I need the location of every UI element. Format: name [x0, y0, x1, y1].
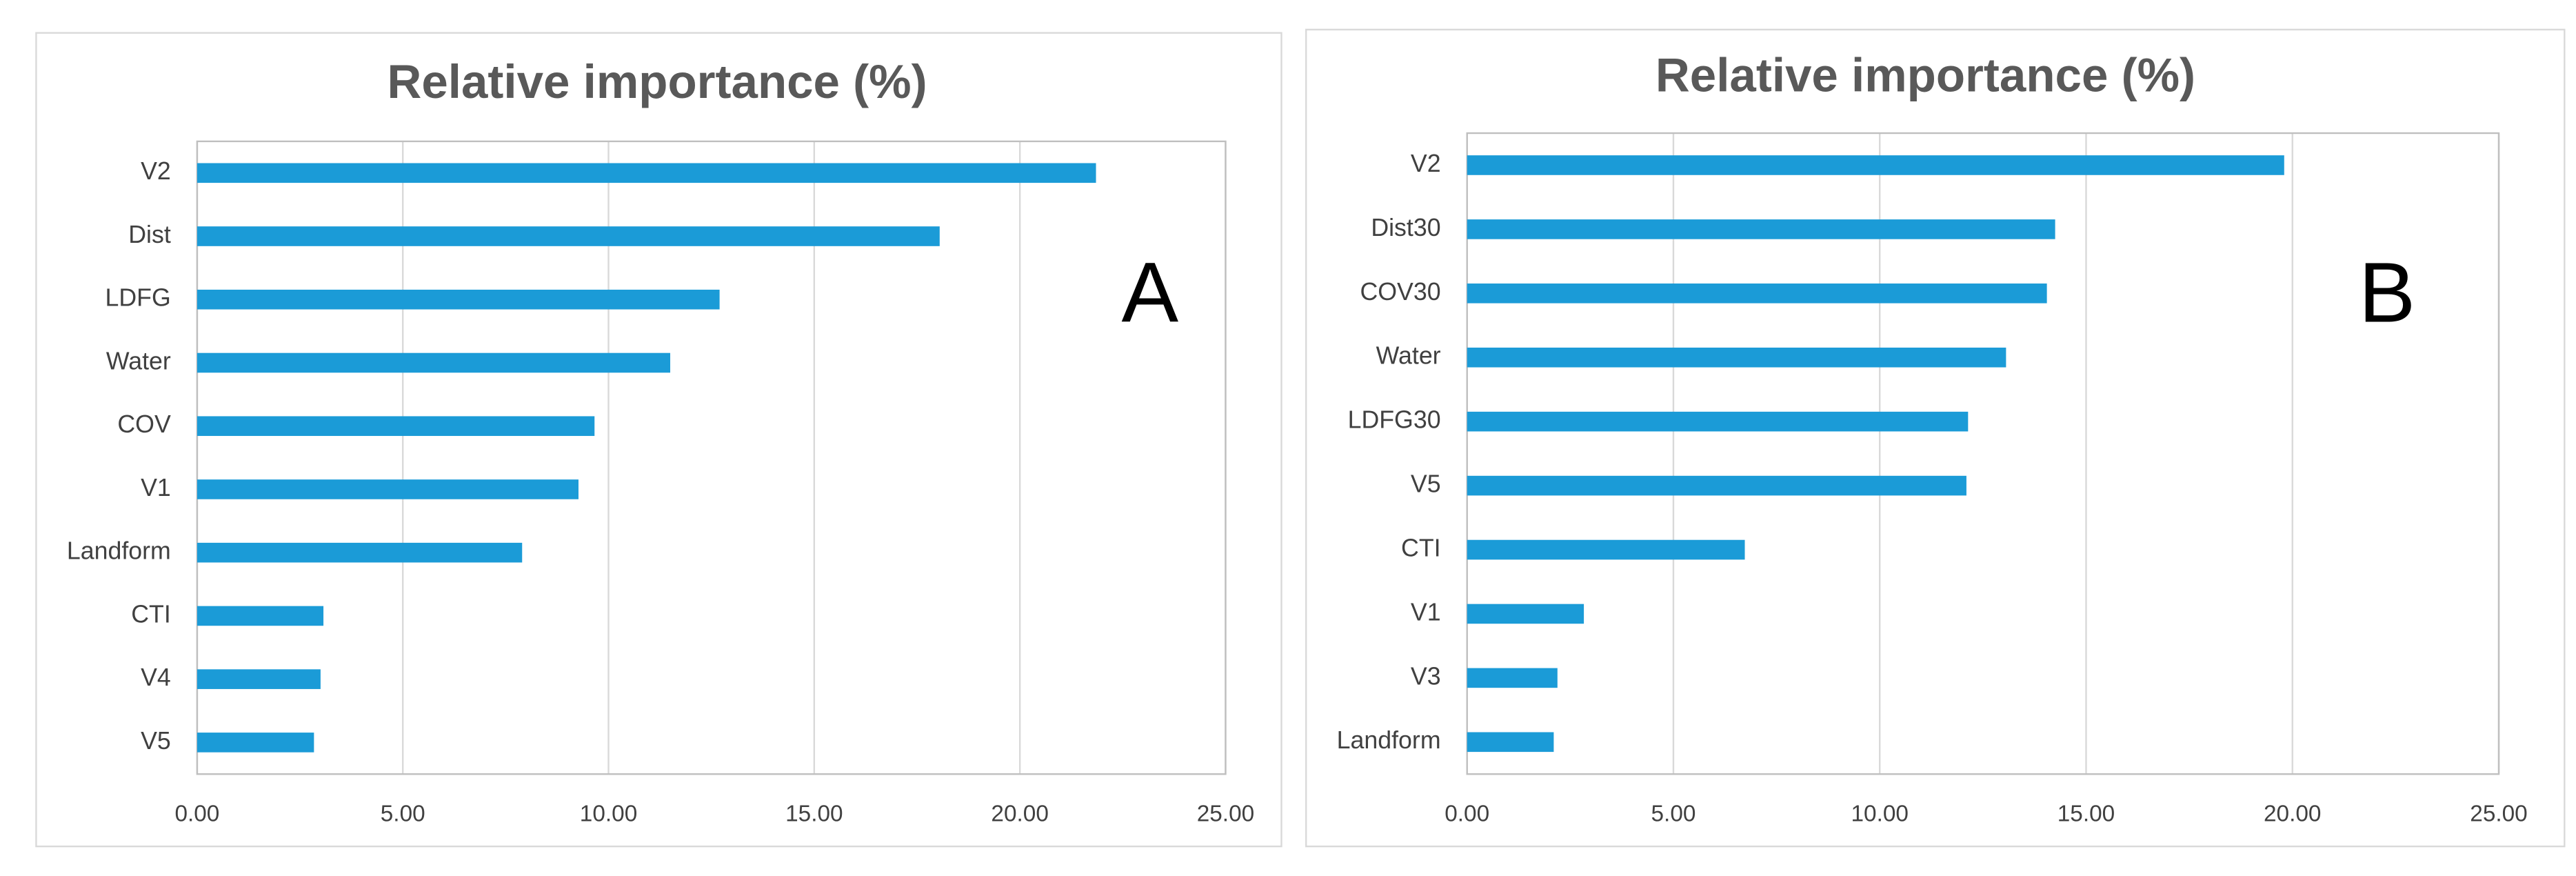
x-tick-label: 5.00 — [1651, 802, 1696, 827]
y-tick-label: COV30 — [1360, 278, 1440, 306]
y-tick-label: V2 — [141, 157, 171, 185]
x-tick-label: 5.00 — [381, 802, 425, 827]
bar — [197, 226, 940, 246]
x-tick-label: 25.00 — [1197, 802, 1254, 827]
y-tick-label: V4 — [141, 664, 171, 691]
y-tick-label: Landform — [1337, 726, 1441, 754]
x-tick-label: 0.00 — [1445, 802, 1489, 827]
x-tick-label: 15.00 — [2057, 802, 2115, 827]
y-tick-label: Landform — [67, 537, 171, 565]
chart-title: Relative importance (%) — [1656, 48, 2195, 102]
bar — [1467, 219, 2055, 239]
bar — [1467, 283, 2047, 303]
y-tick-label: Water — [106, 347, 171, 375]
bar — [197, 352, 671, 373]
bar — [197, 669, 321, 689]
x-tick-label: 20.00 — [991, 802, 1048, 827]
bar — [197, 163, 1096, 183]
x-tick-label: 10.00 — [580, 802, 637, 827]
bar — [1467, 539, 1745, 560]
bar — [1467, 604, 1584, 624]
y-tick-label: V3 — [1411, 662, 1441, 690]
panel-letter: A — [1122, 245, 1179, 340]
bar — [197, 606, 324, 626]
y-tick-label: V2 — [1411, 150, 1441, 177]
y-tick-label: V5 — [1411, 470, 1441, 498]
bar — [197, 479, 578, 499]
panel-frame — [1305, 28, 2566, 848]
panel-letter: B — [2359, 245, 2416, 340]
bar — [1467, 347, 2006, 368]
bar — [197, 289, 720, 310]
bar — [1467, 475, 1966, 496]
x-tick-label: 0.00 — [174, 802, 219, 827]
y-tick-label: CTI — [1401, 534, 1441, 561]
y-tick-label: Water — [1376, 342, 1441, 370]
y-tick-label: Dist30 — [1371, 214, 1440, 241]
bar — [197, 542, 523, 563]
x-tick-label: 25.00 — [2470, 802, 2527, 827]
plot-frame — [1466, 132, 2500, 775]
plot-frame — [196, 140, 1227, 775]
chart-title: Relative importance (%) — [388, 54, 927, 108]
y-tick-label: CTI — [131, 600, 171, 628]
x-tick-label: 15.00 — [785, 802, 843, 827]
y-tick-label: V1 — [141, 474, 171, 501]
bar — [1467, 411, 1969, 432]
y-tick-label: COV — [117, 410, 171, 438]
y-tick-label: Dist — [128, 221, 171, 248]
bar — [1467, 155, 2284, 175]
x-tick-label: 20.00 — [2264, 802, 2321, 827]
panel-frame — [35, 32, 1282, 848]
bar — [197, 416, 595, 437]
bar — [197, 733, 314, 753]
bar — [1467, 668, 1558, 688]
y-tick-label: LDFG — [105, 284, 171, 312]
bar — [1467, 732, 1554, 753]
y-tick-label: V1 — [1411, 598, 1441, 626]
y-tick-label: V5 — [141, 727, 171, 755]
y-tick-label: LDFG30 — [1348, 406, 1441, 434]
x-tick-label: 10.00 — [1851, 802, 1909, 827]
